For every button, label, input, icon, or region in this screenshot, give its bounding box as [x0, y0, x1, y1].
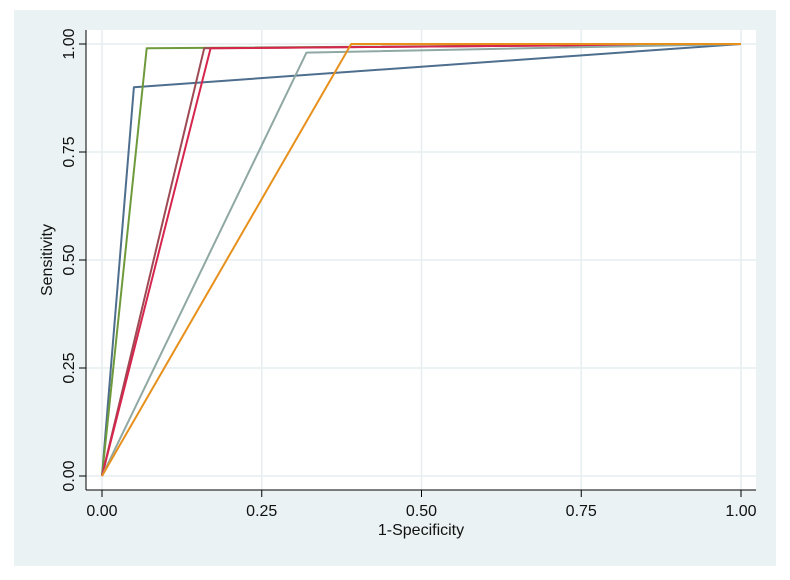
- axes: [79, 30, 756, 497]
- y-tick-label-4: 1.00: [61, 28, 78, 59]
- y-tick-label-1: 0.25: [61, 352, 78, 383]
- y-tick-label-2: 0.50: [61, 244, 78, 275]
- roc-curve-6: [101, 43, 741, 477]
- x-tick-label-3: 0.75: [566, 503, 597, 520]
- x-axis-title: 1-Specificity: [378, 522, 464, 539]
- roc-curve-1: [101, 43, 742, 477]
- roc-curve-5: [101, 43, 742, 477]
- x-tick-label-2: 0.50: [406, 503, 437, 520]
- grid-lines: [86, 30, 756, 490]
- x-tick-label-4: 1.00: [725, 503, 756, 520]
- tick-labels: 0.00 0.25 0.50 0.75 1.00 0.00 0.25 0.50 0.75 1.00: [61, 28, 757, 520]
- y-tick-label-3: 0.75: [61, 136, 78, 167]
- x-tick-label-1: 0.25: [246, 503, 277, 520]
- roc-curve-4: [101, 43, 742, 477]
- y-axis-title: Sensitivity: [39, 224, 56, 296]
- y-tick-label-0: 0.00: [61, 460, 78, 491]
- series-lines: [101, 43, 742, 477]
- x-tick-label-0: 0.00: [86, 503, 117, 520]
